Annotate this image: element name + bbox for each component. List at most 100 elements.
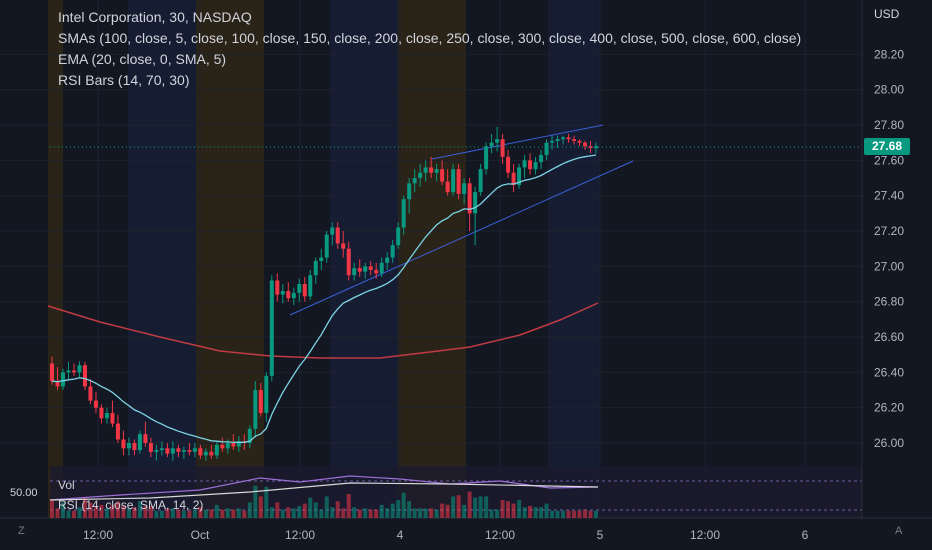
volume-bar	[198, 507, 203, 518]
candle-body	[555, 139, 560, 141]
volume-bar	[506, 501, 511, 518]
volume-bar	[588, 510, 593, 518]
candle-body	[159, 448, 164, 451]
volume-bar	[434, 509, 439, 518]
volume-bar	[308, 497, 313, 518]
candle-body	[423, 167, 428, 173]
volume-bar	[572, 510, 577, 518]
currency-label[interactable]: USD	[874, 7, 900, 21]
volume-bar	[473, 497, 478, 518]
volume-bar	[192, 509, 197, 518]
indicator-smas[interactable]: SMAs (100, close, 5, close, 100, close, …	[58, 30, 802, 46]
rsi-pane-label[interactable]: RSI (14, close, SMA, 14, 2)	[58, 498, 204, 512]
volume-bar	[330, 507, 335, 518]
price-tick-label: 27.20	[874, 224, 904, 238]
candle-body	[335, 227, 340, 244]
volume-bar	[550, 510, 555, 518]
candle-body	[368, 266, 373, 270]
candle-body	[539, 155, 544, 163]
indicator-ema[interactable]: EMA (20, close, 0, SMA, 5)	[58, 51, 227, 67]
candle-body	[522, 160, 527, 168]
price-tick-label: 26.00	[874, 436, 904, 450]
volume-bar	[302, 503, 307, 518]
candle-body	[379, 262, 384, 274]
volume-bar	[209, 509, 214, 518]
candle-body	[319, 257, 324, 262]
session-band	[548, 0, 600, 518]
volume-bar	[418, 508, 423, 518]
time-tick-label: 12:00	[690, 528, 720, 542]
candle-body	[451, 169, 456, 193]
price-tick-label: 27.40	[874, 189, 904, 203]
candle-body	[506, 156, 511, 173]
candle-body	[440, 169, 445, 182]
candle-body	[121, 439, 126, 449]
volume-bar	[500, 500, 505, 518]
price-tick-label: 28.20	[874, 47, 904, 61]
time-tick-label: 12:00	[83, 528, 113, 542]
volume-bar	[159, 510, 164, 518]
candle-body	[286, 291, 291, 299]
candle-body	[247, 428, 252, 443]
volume-bar	[577, 510, 582, 518]
candle-body	[324, 234, 329, 258]
candle-body	[104, 412, 109, 419]
volume-bar	[335, 501, 340, 518]
candle-body	[495, 139, 500, 143]
candle-body	[302, 284, 307, 297]
candle-body	[165, 448, 170, 454]
volume-bar	[143, 506, 148, 518]
volume-bar	[363, 508, 368, 518]
time-tick-label: Oct	[191, 528, 210, 542]
volume-bar	[368, 509, 373, 518]
candle-body	[517, 167, 522, 186]
candle-body	[528, 160, 533, 170]
volume-bar	[401, 492, 406, 518]
candle-body	[297, 284, 302, 293]
candle-body	[253, 390, 258, 429]
symbol-title[interactable]: Intel Corporation, 30, NASDAQ	[58, 9, 252, 25]
candle-body	[137, 434, 142, 451]
candle-body	[170, 448, 175, 454]
volume-bar	[297, 506, 302, 518]
rsi-pane-bg	[50, 466, 862, 518]
auto-scale-button[interactable]: A	[895, 525, 903, 537]
candle-body	[429, 167, 434, 173]
volume-bar	[379, 504, 384, 518]
volume-bar	[181, 510, 186, 518]
candle-body	[264, 375, 269, 413]
candle-body	[396, 227, 401, 246]
volume-bar	[50, 500, 54, 518]
volume-pane-label[interactable]: Vol	[58, 478, 75, 492]
volume-bar	[412, 508, 417, 518]
price-tick-label: 28.00	[874, 83, 904, 97]
price-tick-label: 26.40	[874, 365, 904, 379]
price-tick-label: 26.20	[874, 401, 904, 415]
zoom-left-button[interactable]: Z	[18, 525, 25, 537]
current-price-tag: 27.68	[864, 138, 910, 155]
volume-bar	[352, 507, 357, 518]
ema-line	[51, 154, 597, 444]
price-tick-label: 26.60	[874, 330, 904, 344]
volume-bar	[264, 486, 269, 518]
candle-body	[50, 363, 54, 382]
volume-bar	[110, 504, 115, 518]
volume-bar	[165, 508, 170, 518]
volume-bar	[467, 491, 472, 518]
volume-bar	[60, 502, 65, 518]
candle-body	[456, 169, 461, 194]
volume-bar	[396, 500, 401, 518]
candle-body	[330, 227, 335, 235]
candle-body	[220, 444, 225, 449]
candle-body	[434, 169, 439, 173]
candle-body	[583, 142, 588, 147]
volume-bar	[132, 507, 137, 518]
indicator-rsi-bars[interactable]: RSI Bars (14, 70, 30)	[58, 72, 190, 88]
volume-bar	[291, 508, 296, 518]
volume-bar	[451, 496, 456, 518]
volume-bar	[115, 501, 120, 518]
candle-body	[275, 280, 280, 295]
volume-bar	[286, 507, 291, 518]
candle-body	[198, 448, 203, 456]
